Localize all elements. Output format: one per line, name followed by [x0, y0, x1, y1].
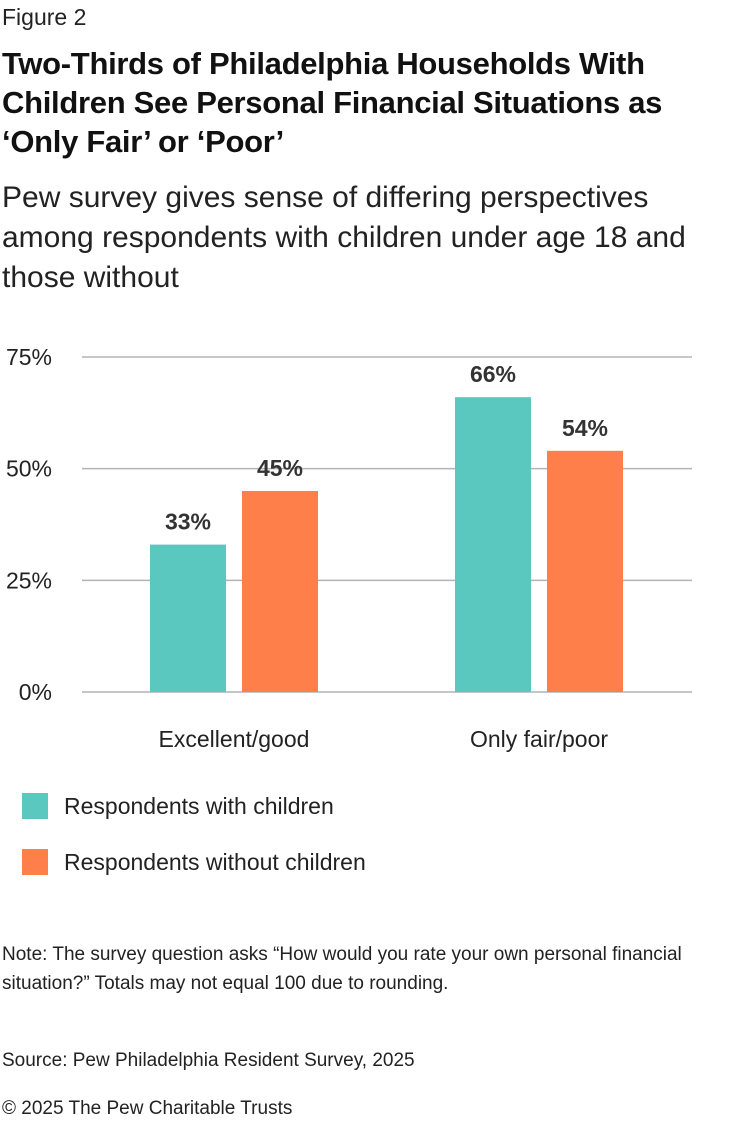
bar-chart: 0% 25% 50% 75% 33% 45% 66% 54% Excellent/good O… — [6, 344, 692, 752]
data-label: 66% — [470, 361, 516, 387]
legend-item-with-children: Respondents with children — [22, 792, 366, 820]
legend-swatch-without-children — [22, 849, 48, 875]
y-tick-label: 75% — [6, 344, 52, 370]
chart-source: Source: Pew Philadelphia Resident Survey… — [2, 1050, 415, 1071]
chart-note: Note: The survey question asks “How woul… — [2, 944, 682, 994]
bar — [455, 397, 531, 692]
data-label: 45% — [257, 455, 303, 481]
y-axis-ticks: 0% 25% 50% 75% — [6, 344, 52, 705]
legend-item-without-children: Respondents without children — [22, 848, 366, 876]
data-labels: 33% 45% 66% 54% — [165, 361, 608, 534]
bar — [242, 491, 318, 692]
figure-label: Figure 2 — [2, 4, 87, 30]
x-tick-label: Excellent/good — [159, 726, 310, 752]
legend: Respondents with children Respondents wi… — [22, 792, 366, 904]
data-label: 33% — [165, 509, 211, 535]
bar — [150, 544, 226, 692]
x-axis-ticks: Excellent/good Only fair/poor — [159, 726, 609, 752]
legend-swatch-with-children — [22, 793, 48, 819]
chart-subtitle: Pew survey gives sense of differing pers… — [2, 181, 686, 294]
copyright: © 2025 The Pew Charitable Trusts — [2, 1098, 293, 1119]
x-tick-label: Only fair/poor — [470, 726, 608, 752]
legend-label-without-children: Respondents without children — [64, 848, 366, 875]
bars — [150, 397, 623, 692]
y-tick-label: 0% — [19, 679, 52, 705]
y-tick-label: 25% — [6, 567, 52, 593]
legend-label-with-children: Respondents with children — [64, 792, 334, 819]
data-label: 54% — [562, 415, 608, 441]
bar — [547, 450, 623, 692]
y-tick-label: 50% — [6, 456, 52, 482]
chart-title: Two-Thirds of Philadelphia Households Wi… — [2, 46, 663, 159]
